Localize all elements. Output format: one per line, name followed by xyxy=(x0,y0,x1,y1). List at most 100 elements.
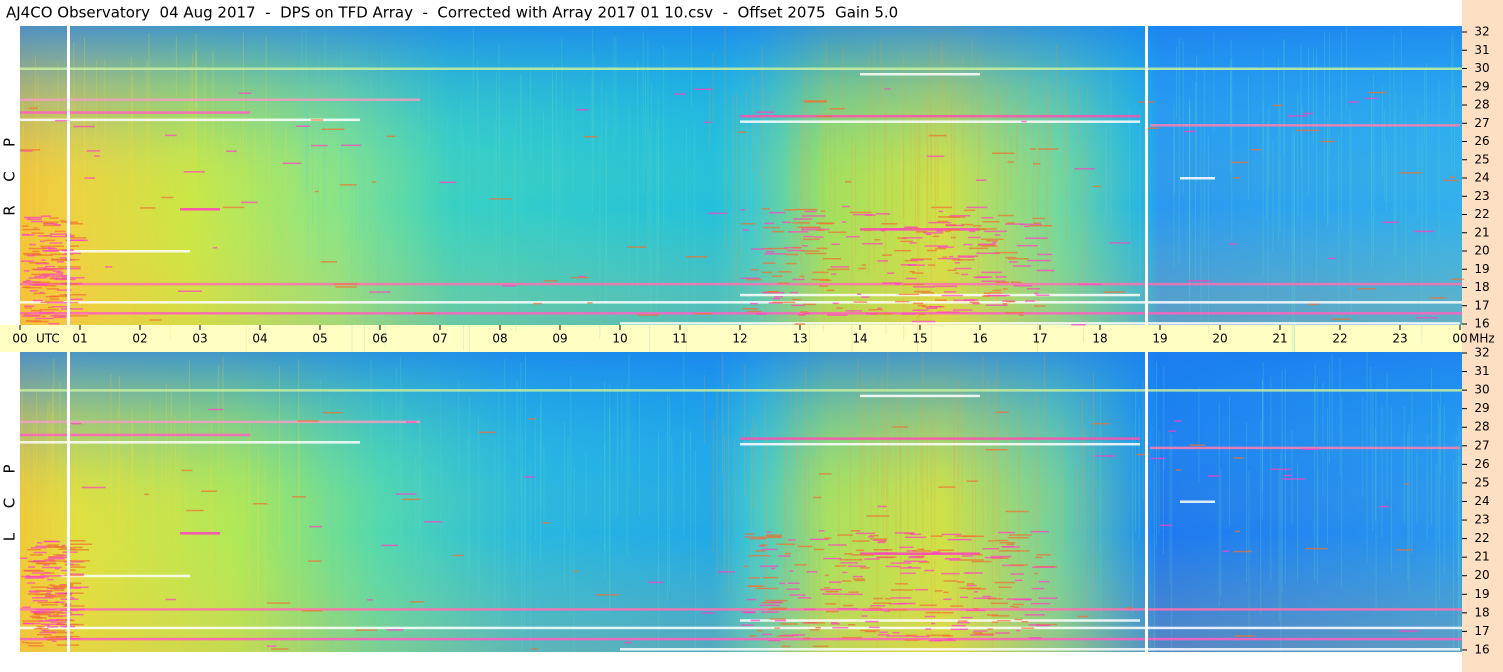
texture-speckle xyxy=(994,251,1018,254)
texture-streak xyxy=(1189,107,1191,273)
texture-speckle xyxy=(45,595,57,597)
texture-streak xyxy=(1425,62,1427,257)
texture-speckle xyxy=(766,534,783,536)
rcp-panel xyxy=(20,26,1464,384)
texture-speckle xyxy=(44,285,57,287)
texture-streak xyxy=(534,415,536,541)
texture-speckle xyxy=(20,150,33,152)
texture-speckle xyxy=(1270,468,1291,471)
texture-speckle xyxy=(861,264,866,266)
interference-band xyxy=(740,114,1140,118)
texture-speckle xyxy=(912,309,929,311)
texture-streak xyxy=(649,128,651,362)
texture-speckle xyxy=(743,611,755,613)
texture-speckle xyxy=(1038,580,1050,583)
texture-streak xyxy=(169,135,171,340)
texture-speckle xyxy=(744,533,755,535)
texture-speckle xyxy=(1357,288,1376,290)
texture-streak xyxy=(1280,452,1282,672)
texture-speckle xyxy=(22,606,31,609)
texture-speckle xyxy=(62,249,70,252)
texture-speckle xyxy=(53,589,65,591)
texture-streak xyxy=(195,51,197,220)
texture-speckle xyxy=(50,295,71,298)
frequency-label: 27 xyxy=(1474,116,1489,130)
time-label: 21 xyxy=(1272,332,1287,346)
texture-speckle xyxy=(981,280,1006,283)
texture-speckle xyxy=(1010,605,1015,608)
texture-speckle xyxy=(771,275,783,278)
texture-speckle xyxy=(804,210,817,213)
texture-speckle xyxy=(858,267,866,270)
texture-speckle xyxy=(869,626,880,629)
texture-speckle xyxy=(908,556,924,559)
texture-speckle xyxy=(47,269,54,271)
texture-speckle xyxy=(201,490,218,492)
texture-speckle xyxy=(895,283,900,286)
texture-streak xyxy=(1435,464,1437,618)
texture-streak xyxy=(1173,105,1175,269)
texture-speckle xyxy=(39,291,44,294)
texture-streak xyxy=(520,468,522,651)
spectrogram-shade xyxy=(20,26,1462,325)
texture-speckle xyxy=(1396,549,1413,551)
texture-speckle xyxy=(334,283,358,285)
texture-speckle xyxy=(947,269,957,271)
texture-streak xyxy=(1105,120,1107,269)
texture-speckle xyxy=(910,258,933,260)
texture-streak xyxy=(900,443,902,584)
frequency-label: 22 xyxy=(1474,207,1489,221)
interference-band xyxy=(860,394,980,398)
texture-speckle xyxy=(1019,223,1042,226)
texture-speckle xyxy=(803,238,820,241)
texture-speckle xyxy=(872,602,891,604)
texture-speckle xyxy=(823,557,842,560)
interference-band xyxy=(180,532,220,535)
texture-speckle xyxy=(850,530,861,532)
texture-speckle xyxy=(841,636,862,639)
texture-speckle xyxy=(901,602,916,605)
texture-speckle xyxy=(759,604,780,607)
texture-speckle xyxy=(41,259,46,261)
texture-streak xyxy=(239,137,241,289)
texture-speckle xyxy=(355,629,377,631)
texture-speckle xyxy=(797,314,805,316)
texture-speckle xyxy=(21,260,35,262)
interference-band xyxy=(620,648,1460,651)
frequency-label: 26 xyxy=(1474,134,1489,148)
texture-streak xyxy=(257,446,259,594)
texture-streak xyxy=(305,29,307,175)
texture-speckle xyxy=(819,285,829,287)
texture-streak xyxy=(644,73,646,168)
texture-streak xyxy=(463,128,465,351)
texture-streak xyxy=(1424,68,1426,144)
texture-speckle xyxy=(1021,627,1035,629)
texture-streak xyxy=(132,444,134,512)
texture-streak xyxy=(27,445,29,672)
texture-streak xyxy=(1457,445,1459,578)
texture-speckle xyxy=(763,226,781,229)
time-label: 04 xyxy=(252,332,267,346)
texture-streak xyxy=(1407,433,1409,581)
texture-speckle xyxy=(43,268,59,270)
texture-speckle xyxy=(46,288,60,290)
texture-speckle xyxy=(570,276,589,279)
texture-speckle xyxy=(762,291,785,294)
frequency-label: 24 xyxy=(1474,171,1489,185)
texture-streak xyxy=(1281,370,1283,593)
frequency-label: 27 xyxy=(1474,438,1489,452)
texture-streak xyxy=(1393,34,1395,128)
texture-speckle xyxy=(717,571,736,573)
texture-streak xyxy=(803,455,805,619)
texture-streak xyxy=(523,470,525,636)
texture-speckle xyxy=(67,569,76,571)
texture-speckle xyxy=(854,579,866,582)
texture-streak xyxy=(907,418,909,571)
texture-speckle xyxy=(970,634,994,636)
texture-speckle xyxy=(34,317,54,320)
texture-streak xyxy=(22,438,24,507)
texture-streak xyxy=(171,469,173,630)
texture-speckle xyxy=(1016,244,1038,247)
texture-streak xyxy=(842,45,844,143)
texture-streak xyxy=(1327,128,1329,224)
